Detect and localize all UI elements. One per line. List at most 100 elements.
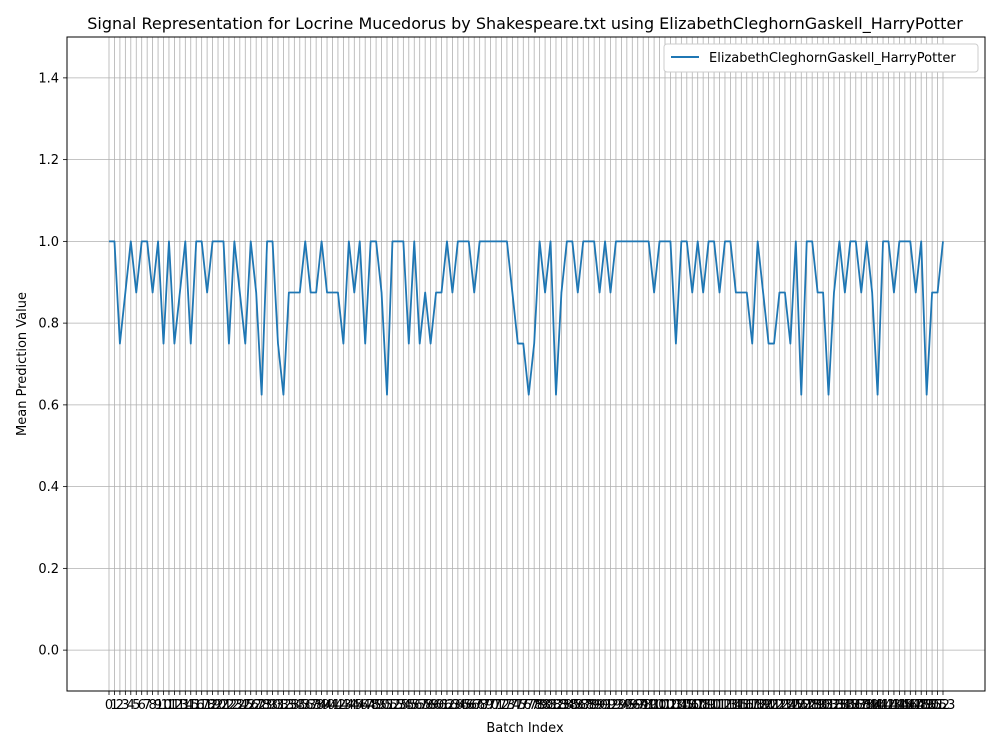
x-tick-label: 80 [537, 698, 554, 713]
series-line [109, 240, 944, 396]
x-tick-label: 72 [493, 698, 510, 713]
x-tick-label: 85 [564, 698, 581, 713]
x-tick-label: 152 [925, 698, 950, 713]
x-tick-label: 145 [887, 698, 912, 713]
y-axis-ticks: 0.0 0.2 0.4 0.6 0.8 1.0 1.2 1.4 [38, 71, 67, 659]
x-tick-label: 123 [767, 698, 792, 713]
x-tick-label: 11 [161, 698, 178, 713]
x-tick-label: 116 [729, 698, 754, 713]
x-tick-label: 136 [838, 698, 863, 713]
y-tick-label: 0.2 [38, 562, 59, 577]
x-tick-label: 29 [259, 698, 276, 713]
x-tick-label: 131 [811, 698, 836, 713]
x-tick-label: 114 [718, 698, 743, 713]
x-tick-label: 99 [640, 698, 657, 713]
x-tick-label: 153 [931, 698, 956, 713]
x-tick-label: 0 [105, 698, 113, 713]
chart-title: Signal Representation for Locrine Mucedo… [87, 14, 963, 34]
x-tick-label: 81 [542, 698, 559, 713]
x-tick-label: 74 [504, 698, 521, 713]
legend-box [663, 43, 979, 73]
x-tick-label: 64 [450, 698, 467, 713]
x-tick-label: 142 [871, 698, 896, 713]
x-tick-label: 133 [822, 698, 847, 713]
x-tick-label: 90 [591, 698, 608, 713]
x-tick-label: 94 [613, 698, 630, 713]
x-tick-label: 46 [351, 698, 368, 713]
x-tick-label: 122 [762, 698, 787, 713]
x-tick-label: 19 [204, 698, 221, 713]
x-tick-label: 79 [531, 698, 548, 713]
x-tick-label: 84 [559, 698, 576, 713]
x-tick-label: 57 [411, 698, 428, 713]
y-tick-label: 1.0 [38, 235, 59, 250]
x-tick-label: 149 [909, 698, 934, 713]
x-tick-label: 40 [319, 698, 336, 713]
x-tick-label: 62 [439, 698, 456, 713]
x-tick-label: 31 [270, 698, 287, 713]
x-tick-label: 73 [499, 698, 516, 713]
x-tick-label: 32 [275, 698, 292, 713]
x-tick-label: 100 [642, 698, 667, 713]
x-tick-label: 119 [745, 698, 770, 713]
x-tick-label: 58 [417, 698, 434, 713]
x-tick-label: 151 [920, 698, 945, 713]
x-tick-label: 14 [177, 698, 194, 713]
x-tick-label: 35 [292, 698, 309, 713]
x-tick-label: 53 [390, 698, 407, 713]
x-tick-label: 75 [510, 698, 527, 713]
x-tick-label: 111 [702, 698, 727, 713]
x-tick-label: 89 [586, 698, 603, 713]
x-tick-label: 143 [876, 698, 901, 713]
x-tick-label: 76 [515, 698, 532, 713]
x-tick-label: 7 [143, 698, 151, 713]
x-tick-label: 137 [843, 698, 868, 713]
x-tick-label: 49 [368, 698, 385, 713]
x-tick-label: 30 [264, 698, 281, 713]
x-tick-label: 67 [466, 698, 483, 713]
x-tick-label: 78 [526, 698, 543, 713]
x-tick-label: 16 [188, 698, 205, 713]
x-tick-label: 1 [110, 698, 118, 713]
x-tick-label: 98 [635, 698, 652, 713]
x-tick-label: 51 [379, 698, 396, 713]
x-tick-label: 23 [226, 698, 243, 713]
x-tick-label: 117 [734, 698, 759, 713]
x-tick-label: 148 [903, 698, 928, 713]
x-tick-label: 121 [756, 698, 781, 713]
x-tick-label: 18 [199, 698, 216, 713]
x-tick-label: 87 [575, 698, 592, 713]
x-tick-label: 15 [182, 698, 199, 713]
x-tick-label: 104 [663, 698, 688, 713]
x-tick-label: 112 [707, 698, 732, 713]
x-tick-label: 13 [172, 698, 189, 713]
x-tick-label: 17 [193, 698, 210, 713]
x-tick-label: 3 [121, 698, 129, 713]
x-tick-label: 140 [860, 698, 885, 713]
x-tick-label: 96 [624, 698, 641, 713]
x-tick-label: 65 [455, 698, 472, 713]
x-tick-label: 83 [553, 698, 570, 713]
x-tick-label: 66 [460, 698, 477, 713]
x-tick-label: 20 [210, 698, 227, 713]
y-tick-label: 0.8 [38, 317, 59, 332]
x-tick-label: 138 [849, 698, 874, 713]
x-tick-label: 27 [248, 698, 265, 713]
x-axis-label: Batch Index [486, 721, 564, 736]
x-tick-label: 106 [674, 698, 699, 713]
legend: ElizabethCleghornGaskell_HarryPotter [663, 43, 979, 73]
x-tick-label: 88 [580, 698, 597, 713]
x-tick-label: 86 [570, 698, 587, 713]
x-tick-label: 92 [602, 698, 619, 713]
x-tick-label: 45 [346, 698, 363, 713]
x-tick-label: 59 [422, 698, 439, 713]
x-tick-label: 82 [548, 698, 565, 713]
x-tick-label: 61 [433, 698, 450, 713]
x-tick-label: 144 [882, 698, 907, 713]
x-tick-label: 132 [816, 698, 841, 713]
x-tick-label: 120 [751, 698, 776, 713]
x-tick-label: 24 [232, 698, 249, 713]
x-tick-label: 103 [658, 698, 683, 713]
x-tick-label: 34 [286, 698, 303, 713]
